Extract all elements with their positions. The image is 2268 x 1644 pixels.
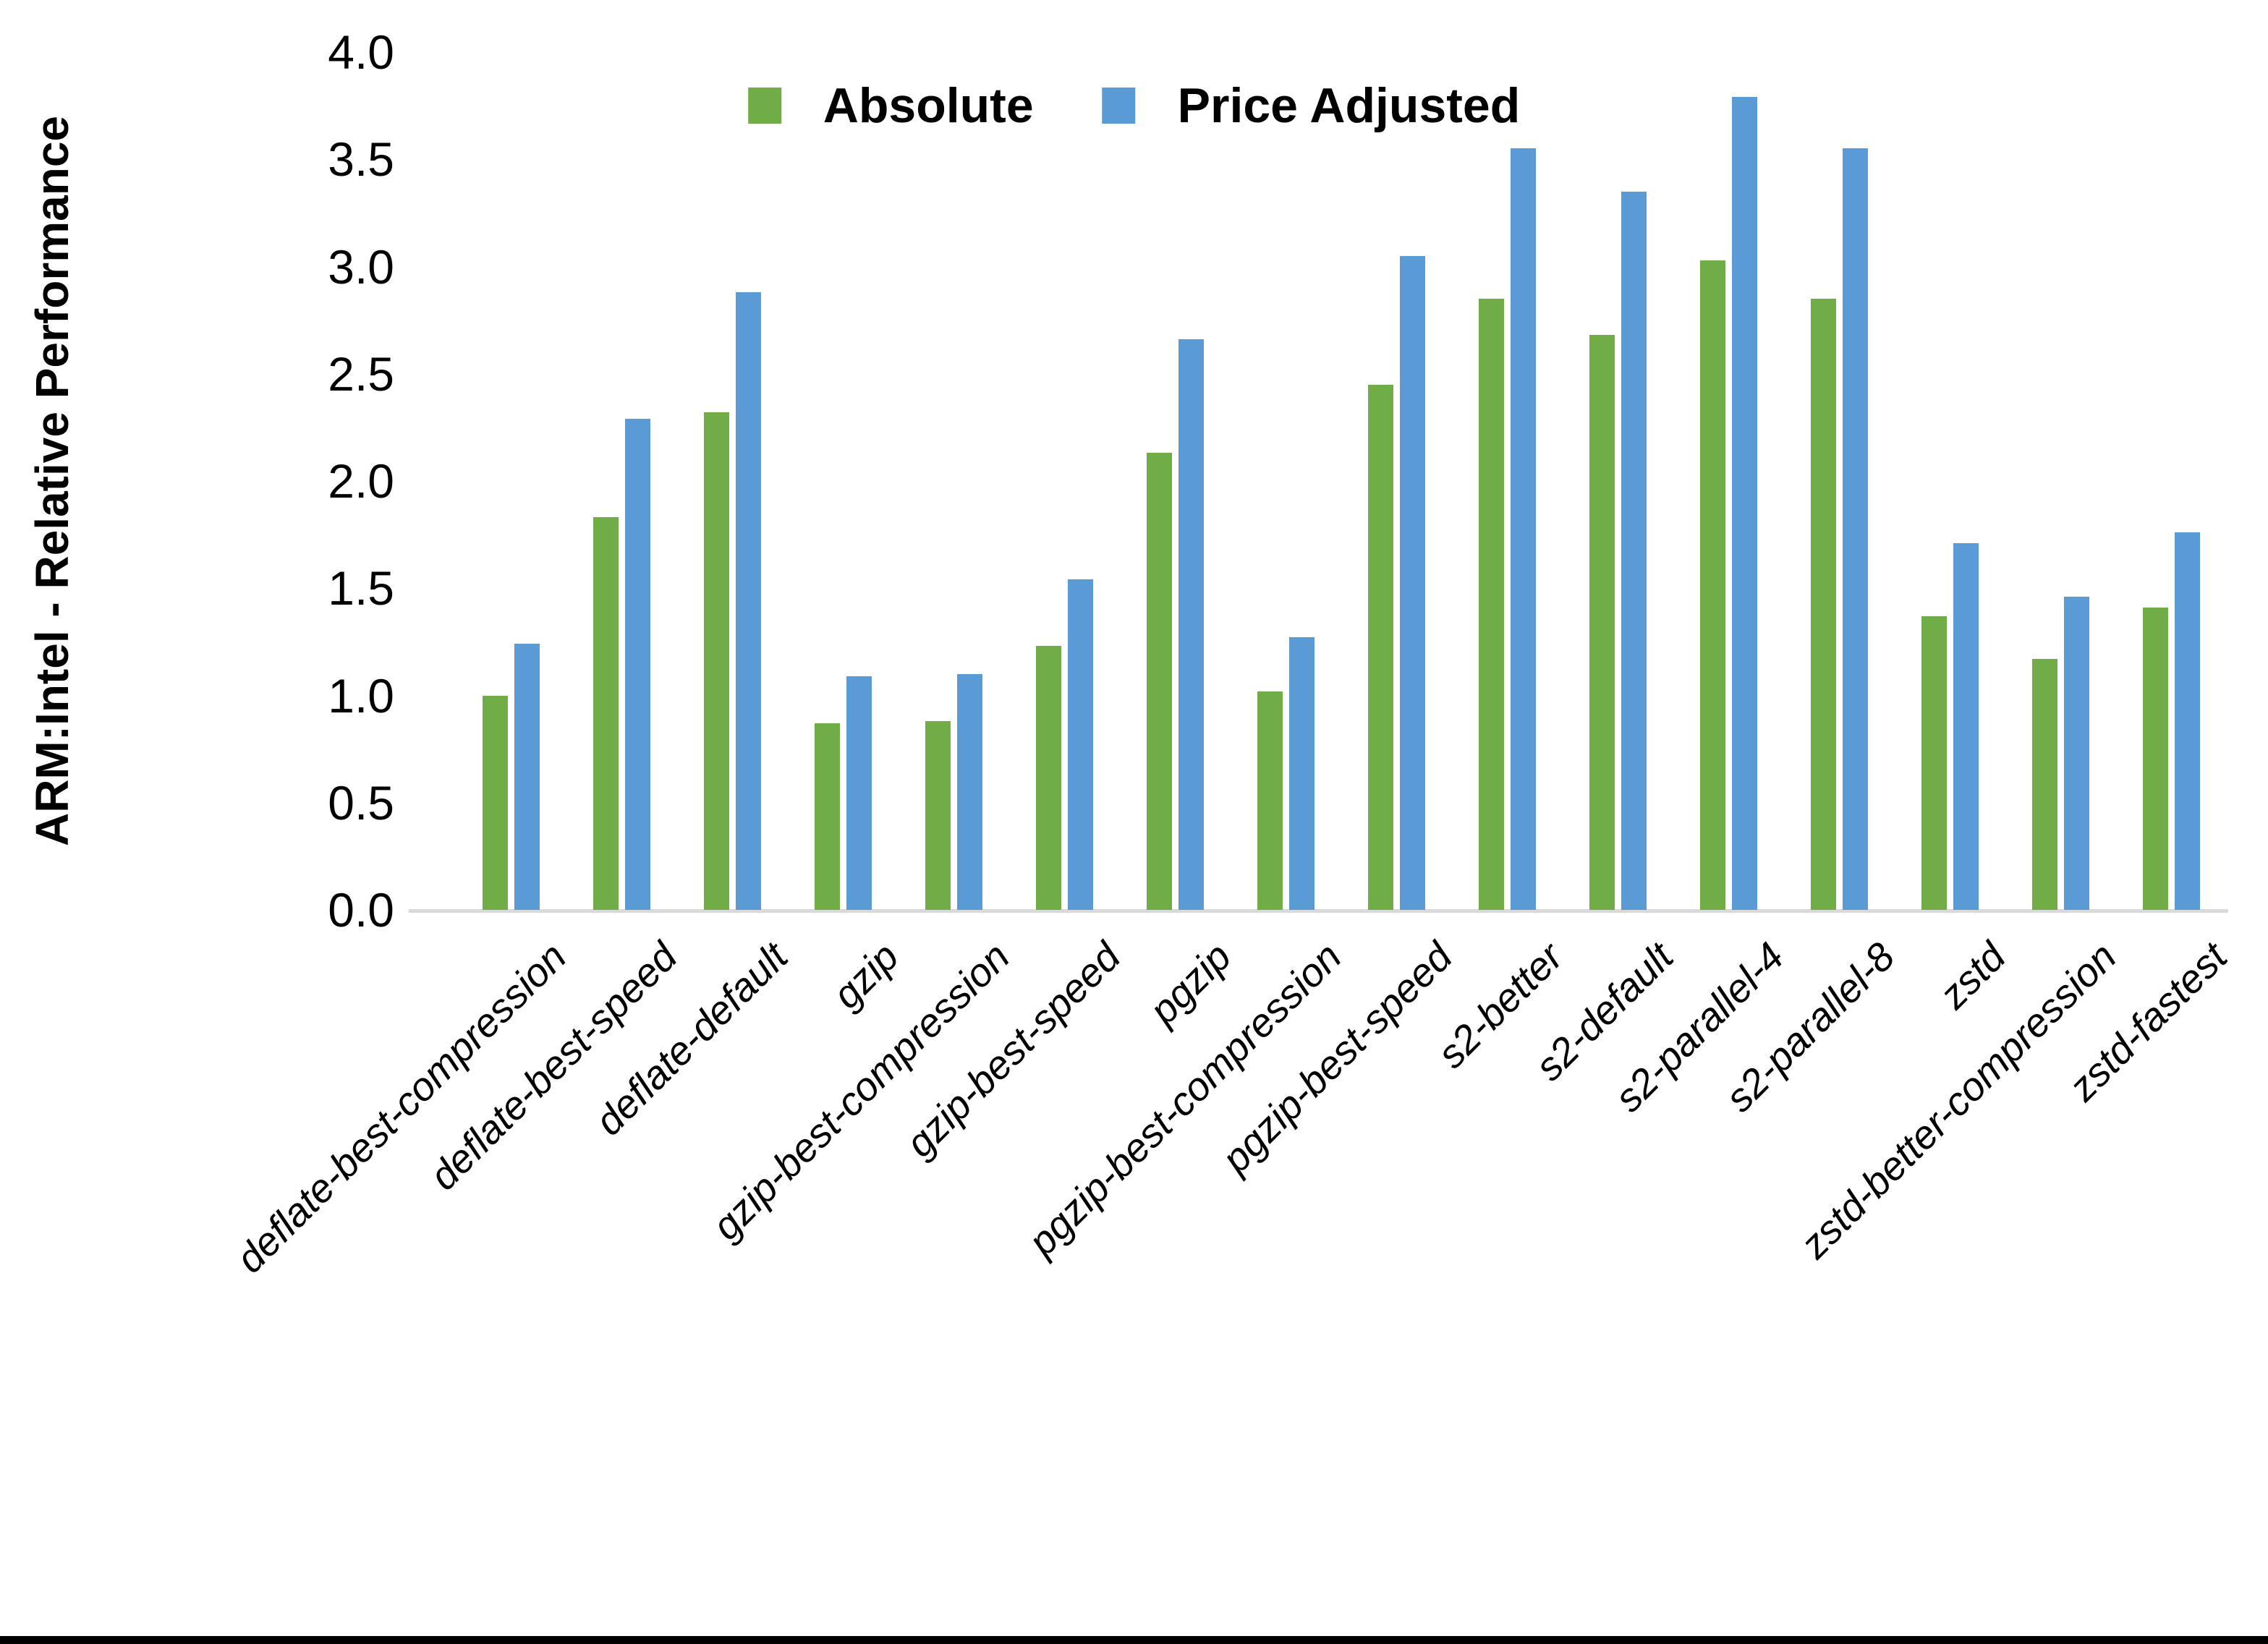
x-tick-label-pgzip: pgzip xyxy=(1140,934,1240,1033)
bar-price-adjusted-deflate-best-speed xyxy=(624,419,650,910)
bar-absolute-s2-parallel-8 xyxy=(1810,298,1836,910)
bar-price-adjusted-pgzip xyxy=(1178,339,1204,910)
bar-absolute-deflate-default xyxy=(703,412,729,910)
legend-item-absolute: Absolute xyxy=(747,78,1034,133)
legend: Absolute Price Adjusted xyxy=(747,78,1521,133)
bar-price-adjusted-zstd-better-compression xyxy=(2063,597,2089,910)
bar-absolute-s2-default xyxy=(1589,335,1615,910)
x-tick-label-gzip: gzip xyxy=(823,934,908,1018)
legend-swatch-price-adjusted xyxy=(1102,88,1136,124)
bar-absolute-pgzip-best-speed xyxy=(1367,384,1393,910)
bar-absolute-zstd-better-compression xyxy=(2031,659,2057,910)
bar-absolute-gzip xyxy=(814,723,840,910)
y-tick-label: 3.0 xyxy=(328,239,394,294)
bar-price-adjusted-deflate-best-compression xyxy=(514,644,540,910)
bar-price-adjusted-s2-better xyxy=(1510,148,1536,910)
bar-price-adjusted-s2-parallel-8 xyxy=(1842,148,1868,910)
y-tick-label: 0.0 xyxy=(328,883,394,937)
bar-price-adjusted-gzip xyxy=(846,676,872,910)
bar-absolute-deflate-best-compression xyxy=(482,695,508,910)
y-axis-title: ARM:Intel - Relative Performance xyxy=(26,115,78,847)
bar-price-adjusted-pgzip-best-compression xyxy=(1288,637,1314,910)
legend-label-absolute: Absolute xyxy=(823,78,1034,133)
bar-absolute-pgzip xyxy=(1146,453,1172,910)
bar-price-adjusted-deflate-default xyxy=(735,292,761,910)
y-tick-label: 3.5 xyxy=(328,132,394,187)
bar-price-adjusted-gzip-best-speed xyxy=(1067,579,1093,910)
bar-absolute-gzip-best-speed xyxy=(1035,646,1061,910)
bar-price-adjusted-s2-parallel-4 xyxy=(1731,97,1757,910)
plot-area xyxy=(409,52,2232,913)
y-tick-label: 1.5 xyxy=(328,561,394,616)
bar-absolute-gzip-best-compression xyxy=(925,721,951,910)
bar-absolute-zstd-fastest xyxy=(2142,607,2168,910)
legend-label-price-adjusted: Price Adjusted xyxy=(1177,78,1521,133)
bar-price-adjusted-gzip-best-compression xyxy=(956,673,982,910)
bar-price-adjusted-pgzip-best-speed xyxy=(1399,255,1425,910)
y-tick-label: 2.0 xyxy=(328,454,394,508)
bar-absolute-pgzip-best-compression xyxy=(1257,691,1283,910)
y-tick-label: 0.5 xyxy=(328,775,394,830)
legend-swatch-absolute xyxy=(747,88,781,124)
bar-price-adjusted-zstd-fastest xyxy=(2174,532,2200,910)
bar-absolute-s2-parallel-4 xyxy=(1699,260,1725,910)
y-tick-label: 2.5 xyxy=(328,346,394,401)
bar-absolute-zstd xyxy=(1921,616,1947,910)
bar-absolute-s2-better xyxy=(1478,298,1504,910)
x-tick-label-zstd: zstd xyxy=(1930,934,2015,1018)
y-tick-label: 4.0 xyxy=(328,25,394,79)
legend-item-price-adjusted: Price Adjusted xyxy=(1102,78,1521,133)
bar-absolute-deflate-best-speed xyxy=(593,517,619,910)
bar-price-adjusted-s2-default xyxy=(1621,191,1647,910)
y-tick-label: 1.0 xyxy=(328,668,394,723)
bar-price-adjusted-zstd xyxy=(1953,543,1979,910)
bottom-border-bar xyxy=(0,1636,2268,1644)
x-axis-line xyxy=(409,909,2228,913)
